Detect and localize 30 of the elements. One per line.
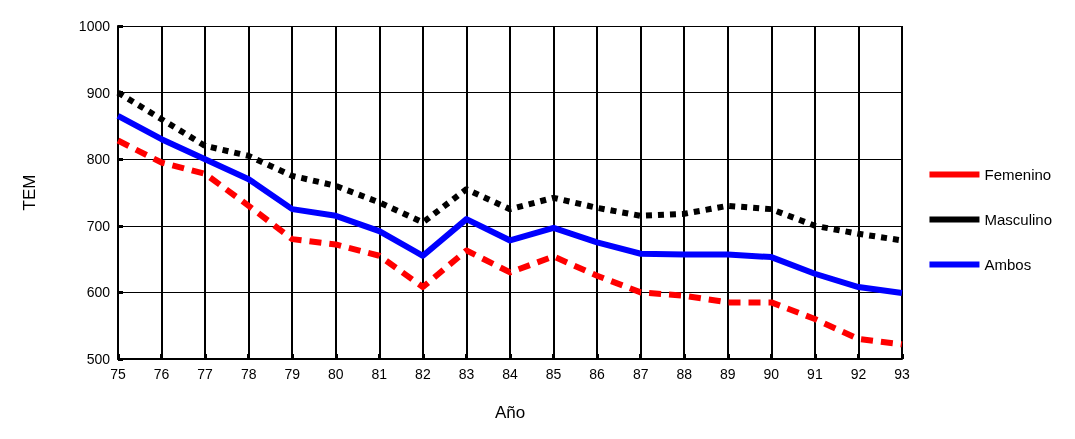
- x-tick-label: 88: [676, 366, 693, 382]
- x-tick-label: 86: [589, 366, 606, 382]
- y-tick-label: 1000: [78, 18, 111, 34]
- x-tick-label: 84: [502, 366, 518, 382]
- x-axis-title: Año: [494, 403, 526, 422]
- x-tick-label: 92: [850, 366, 867, 382]
- x-tick-label: 82: [415, 366, 431, 382]
- x-tick-label: 75: [110, 366, 126, 382]
- x-tick-label: 93: [894, 366, 910, 382]
- x-tick-label: 78: [240, 366, 257, 382]
- x-tick-label: 83: [458, 366, 475, 382]
- x-tick-label: 85: [545, 366, 562, 382]
- y-tick-label: 800: [86, 151, 111, 168]
- y-tick-label: 500: [86, 351, 111, 367]
- x-tick-label: 87: [632, 366, 649, 382]
- y-axis-title: TEM: [20, 174, 39, 211]
- y-tick-label: 600: [86, 284, 111, 301]
- y-tick-label: 700: [86, 217, 111, 234]
- x-tick-label: 79: [284, 366, 301, 382]
- legend-label: Ambos: [984, 256, 1032, 273]
- x-tick-label: 90: [763, 366, 780, 382]
- legend-label: Masculino: [984, 211, 1052, 228]
- x-tick-label: 80: [327, 366, 344, 382]
- x-tick-label: 76: [153, 366, 170, 382]
- y-tick-label: 900: [86, 84, 111, 101]
- x-tick-label: 81: [371, 366, 388, 382]
- x-tick-label: 77: [197, 366, 214, 382]
- x-tick-label: 89: [719, 366, 736, 382]
- x-tick-label: 91: [807, 366, 823, 382]
- legend-label: Femenino: [984, 166, 1052, 183]
